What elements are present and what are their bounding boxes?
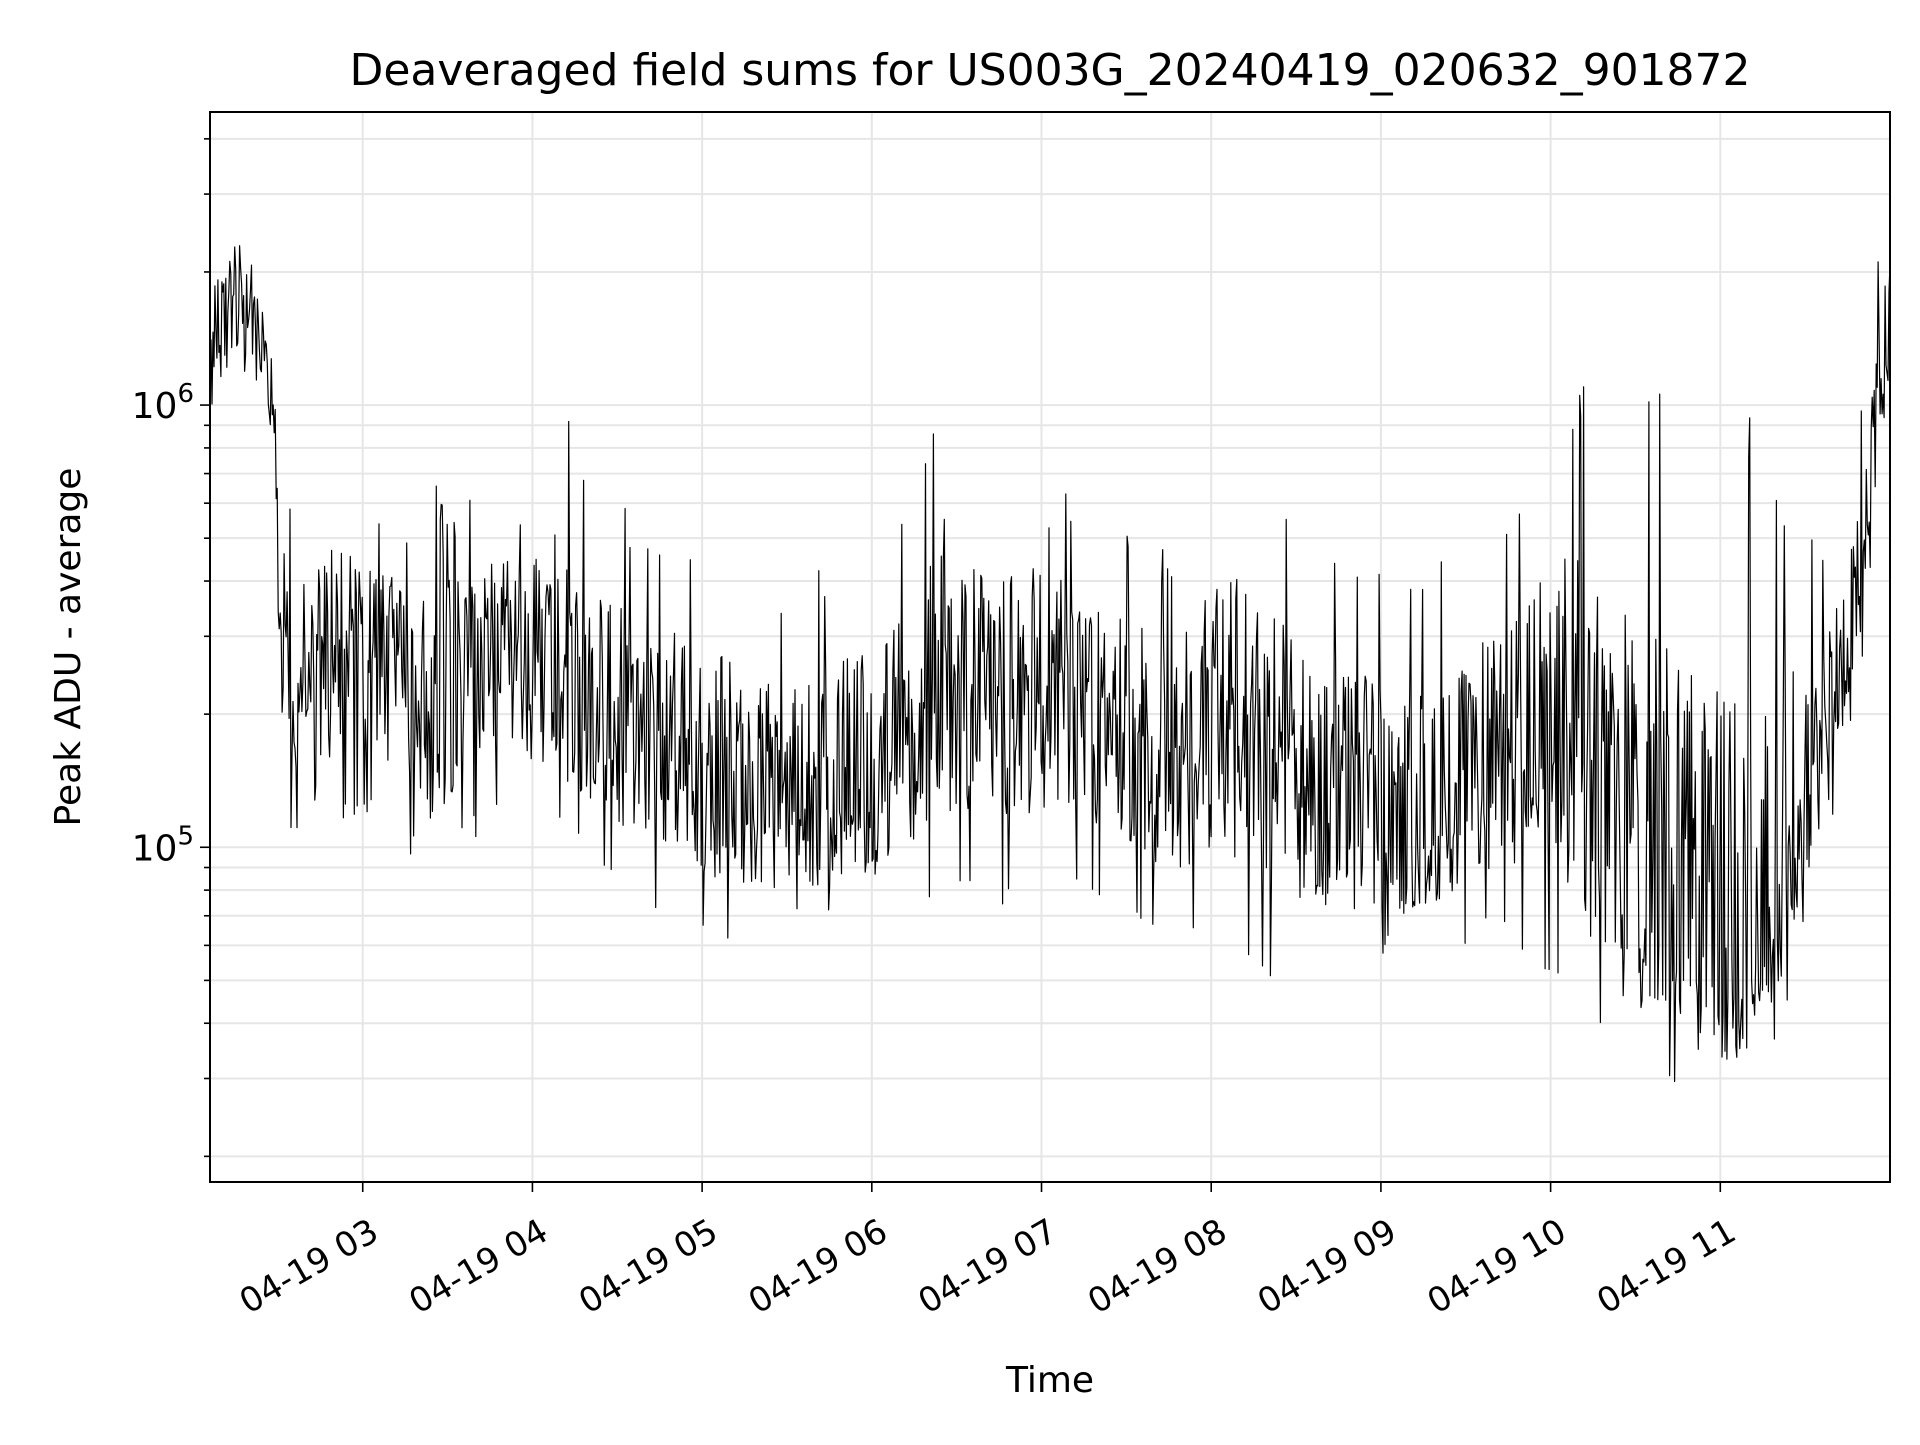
chart-title: Deaveraged field sums for US003G_2024041…	[349, 45, 1750, 96]
data-series-line	[209, 245, 1891, 1083]
plot-frame	[209, 111, 1891, 1183]
y-tick-label: 105	[132, 821, 194, 869]
y-tick-label-base: 10	[132, 386, 178, 427]
y-tick-label-exponent: 5	[177, 821, 194, 851]
y-tick-label-exponent: 6	[177, 379, 194, 409]
x-axis-label: Time	[1005, 1360, 1094, 1401]
series-line	[209, 245, 1891, 1083]
y-axis-label: Peak ADU - average	[48, 468, 89, 827]
y-tick-label: 106	[132, 379, 194, 427]
y-tick-label-base: 10	[132, 828, 178, 869]
